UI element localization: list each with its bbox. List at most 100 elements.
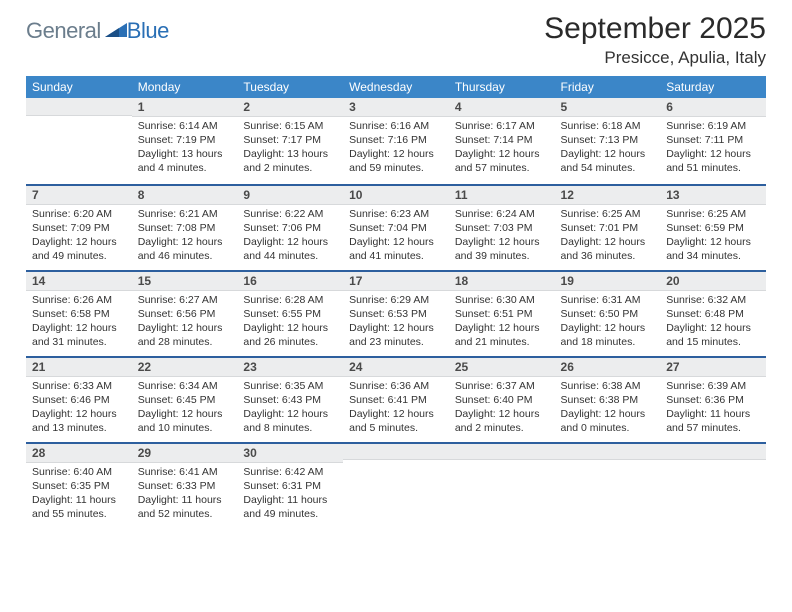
sunrise-text: Sunrise: 6:38 AM bbox=[561, 380, 655, 394]
day-number: 20 bbox=[660, 270, 766, 291]
sunrise-text: Sunrise: 6:23 AM bbox=[349, 208, 443, 222]
weekday-header: Saturday bbox=[660, 76, 766, 98]
daylight-text: Daylight: 12 hours and 44 minutes. bbox=[243, 236, 337, 264]
sunset-text: Sunset: 6:36 PM bbox=[666, 394, 760, 408]
day-number bbox=[555, 442, 661, 460]
day-details: Sunrise: 6:14 AMSunset: 7:19 PMDaylight:… bbox=[132, 117, 238, 181]
day-details: Sunrise: 6:41 AMSunset: 6:33 PMDaylight:… bbox=[132, 463, 238, 527]
weekday-header-row: Sunday Monday Tuesday Wednesday Thursday… bbox=[26, 76, 766, 98]
day-details: Sunrise: 6:40 AMSunset: 6:35 PMDaylight:… bbox=[26, 463, 132, 527]
day-details: Sunrise: 6:21 AMSunset: 7:08 PMDaylight:… bbox=[132, 205, 238, 269]
day-details: Sunrise: 6:23 AMSunset: 7:04 PMDaylight:… bbox=[343, 205, 449, 269]
calendar-day-cell: 29Sunrise: 6:41 AMSunset: 6:33 PMDayligh… bbox=[132, 442, 238, 528]
sunset-text: Sunset: 7:04 PM bbox=[349, 222, 443, 236]
daylight-text: Daylight: 13 hours and 4 minutes. bbox=[138, 148, 232, 176]
day-number: 7 bbox=[26, 184, 132, 205]
title-block: September 2025 Presicce, Apulia, Italy bbox=[544, 12, 766, 68]
daylight-text: Daylight: 12 hours and 34 minutes. bbox=[666, 236, 760, 264]
sunset-text: Sunset: 6:48 PM bbox=[666, 308, 760, 322]
daylight-text: Daylight: 12 hours and 2 minutes. bbox=[455, 408, 549, 436]
day-details: Sunrise: 6:25 AMSunset: 6:59 PMDaylight:… bbox=[660, 205, 766, 269]
sunset-text: Sunset: 6:58 PM bbox=[32, 308, 126, 322]
daylight-text: Daylight: 12 hours and 18 minutes. bbox=[561, 322, 655, 350]
calendar-day-cell: 18Sunrise: 6:30 AMSunset: 6:51 PMDayligh… bbox=[449, 270, 555, 356]
sunset-text: Sunset: 7:01 PM bbox=[561, 222, 655, 236]
day-details: Sunrise: 6:19 AMSunset: 7:11 PMDaylight:… bbox=[660, 117, 766, 181]
day-number: 25 bbox=[449, 356, 555, 377]
day-number: 6 bbox=[660, 98, 766, 117]
calendar-day-cell: 5Sunrise: 6:18 AMSunset: 7:13 PMDaylight… bbox=[555, 98, 661, 184]
day-details: Sunrise: 6:37 AMSunset: 6:40 PMDaylight:… bbox=[449, 377, 555, 441]
day-number: 12 bbox=[555, 184, 661, 205]
day-details: Sunrise: 6:38 AMSunset: 6:38 PMDaylight:… bbox=[555, 377, 661, 441]
daylight-text: Daylight: 12 hours and 15 minutes. bbox=[666, 322, 760, 350]
calendar-week-row: 1Sunrise: 6:14 AMSunset: 7:19 PMDaylight… bbox=[26, 98, 766, 184]
daylight-text: Daylight: 11 hours and 57 minutes. bbox=[666, 408, 760, 436]
sunset-text: Sunset: 7:14 PM bbox=[455, 134, 549, 148]
brand-logo: General Blue bbox=[26, 12, 169, 44]
day-number bbox=[26, 98, 132, 116]
day-number: 4 bbox=[449, 98, 555, 117]
day-details: Sunrise: 6:31 AMSunset: 6:50 PMDaylight:… bbox=[555, 291, 661, 355]
day-number: 9 bbox=[237, 184, 343, 205]
calendar-day-cell: 16Sunrise: 6:28 AMSunset: 6:55 PMDayligh… bbox=[237, 270, 343, 356]
weekday-header: Thursday bbox=[449, 76, 555, 98]
sunrise-text: Sunrise: 6:18 AM bbox=[561, 120, 655, 134]
day-details: Sunrise: 6:20 AMSunset: 7:09 PMDaylight:… bbox=[26, 205, 132, 269]
calendar-week-row: 21Sunrise: 6:33 AMSunset: 6:46 PMDayligh… bbox=[26, 356, 766, 442]
day-details: Sunrise: 6:18 AMSunset: 7:13 PMDaylight:… bbox=[555, 117, 661, 181]
day-number: 8 bbox=[132, 184, 238, 205]
daylight-text: Daylight: 12 hours and 5 minutes. bbox=[349, 408, 443, 436]
daylight-text: Daylight: 12 hours and 36 minutes. bbox=[561, 236, 655, 264]
sunrise-text: Sunrise: 6:37 AM bbox=[455, 380, 549, 394]
daylight-text: Daylight: 12 hours and 23 minutes. bbox=[349, 322, 443, 350]
sunrise-text: Sunrise: 6:17 AM bbox=[455, 120, 549, 134]
sunrise-text: Sunrise: 6:40 AM bbox=[32, 466, 126, 480]
sunrise-text: Sunrise: 6:16 AM bbox=[349, 120, 443, 134]
calendar-day-cell: 27Sunrise: 6:39 AMSunset: 6:36 PMDayligh… bbox=[660, 356, 766, 442]
sunset-text: Sunset: 6:56 PM bbox=[138, 308, 232, 322]
weekday-header: Monday bbox=[132, 76, 238, 98]
sunrise-text: Sunrise: 6:25 AM bbox=[561, 208, 655, 222]
day-number bbox=[343, 442, 449, 460]
sunrise-text: Sunrise: 6:42 AM bbox=[243, 466, 337, 480]
sunrise-text: Sunrise: 6:26 AM bbox=[32, 294, 126, 308]
sunset-text: Sunset: 7:13 PM bbox=[561, 134, 655, 148]
sunset-text: Sunset: 7:19 PM bbox=[138, 134, 232, 148]
calendar-table: Sunday Monday Tuesday Wednesday Thursday… bbox=[26, 76, 766, 528]
sunset-text: Sunset: 7:16 PM bbox=[349, 134, 443, 148]
calendar-day-cell: 4Sunrise: 6:17 AMSunset: 7:14 PMDaylight… bbox=[449, 98, 555, 184]
location-subtitle: Presicce, Apulia, Italy bbox=[544, 48, 766, 68]
daylight-text: Daylight: 12 hours and 21 minutes. bbox=[455, 322, 549, 350]
calendar-day-cell: 21Sunrise: 6:33 AMSunset: 6:46 PMDayligh… bbox=[26, 356, 132, 442]
sunset-text: Sunset: 6:50 PM bbox=[561, 308, 655, 322]
daylight-text: Daylight: 12 hours and 49 minutes. bbox=[32, 236, 126, 264]
daylight-text: Daylight: 11 hours and 49 minutes. bbox=[243, 494, 337, 522]
sunset-text: Sunset: 6:59 PM bbox=[666, 222, 760, 236]
daylight-text: Daylight: 12 hours and 46 minutes. bbox=[138, 236, 232, 264]
calendar-day-cell bbox=[660, 442, 766, 528]
day-details: Sunrise: 6:22 AMSunset: 7:06 PMDaylight:… bbox=[237, 205, 343, 269]
calendar-day-cell: 19Sunrise: 6:31 AMSunset: 6:50 PMDayligh… bbox=[555, 270, 661, 356]
sunrise-text: Sunrise: 6:14 AM bbox=[138, 120, 232, 134]
calendar-day-cell: 3Sunrise: 6:16 AMSunset: 7:16 PMDaylight… bbox=[343, 98, 449, 184]
day-number: 23 bbox=[237, 356, 343, 377]
day-details: Sunrise: 6:35 AMSunset: 6:43 PMDaylight:… bbox=[237, 377, 343, 441]
calendar-day-cell: 14Sunrise: 6:26 AMSunset: 6:58 PMDayligh… bbox=[26, 270, 132, 356]
sunset-text: Sunset: 6:43 PM bbox=[243, 394, 337, 408]
day-details: Sunrise: 6:15 AMSunset: 7:17 PMDaylight:… bbox=[237, 117, 343, 181]
sunset-text: Sunset: 6:46 PM bbox=[32, 394, 126, 408]
calendar-day-cell: 20Sunrise: 6:32 AMSunset: 6:48 PMDayligh… bbox=[660, 270, 766, 356]
day-number: 3 bbox=[343, 98, 449, 117]
day-details: Sunrise: 6:32 AMSunset: 6:48 PMDaylight:… bbox=[660, 291, 766, 355]
sunrise-text: Sunrise: 6:21 AM bbox=[138, 208, 232, 222]
page-header: General Blue September 2025 Presicce, Ap… bbox=[26, 12, 766, 68]
calendar-week-row: 28Sunrise: 6:40 AMSunset: 6:35 PMDayligh… bbox=[26, 442, 766, 528]
day-number: 13 bbox=[660, 184, 766, 205]
sunset-text: Sunset: 7:11 PM bbox=[666, 134, 760, 148]
sunrise-text: Sunrise: 6:36 AM bbox=[349, 380, 443, 394]
calendar-day-cell: 11Sunrise: 6:24 AMSunset: 7:03 PMDayligh… bbox=[449, 184, 555, 270]
day-number: 10 bbox=[343, 184, 449, 205]
sunrise-text: Sunrise: 6:33 AM bbox=[32, 380, 126, 394]
sunset-text: Sunset: 6:45 PM bbox=[138, 394, 232, 408]
